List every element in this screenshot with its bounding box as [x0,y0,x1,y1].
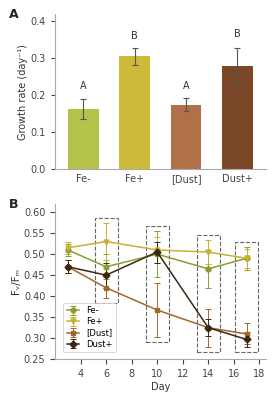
Bar [197,235,220,352]
Bar [95,218,118,303]
Bar [235,242,258,352]
Y-axis label: Fᵥ/Fₘ: Fᵥ/Fₘ [11,268,21,294]
Bar [119,56,150,169]
Text: A: A [9,8,18,21]
Y-axis label: Growth rate (day⁻¹): Growth rate (day⁻¹) [18,44,28,140]
Legend: Fe-, Fe+, [Dust], Dust+: Fe-, Fe+, [Dust], Dust+ [63,303,116,352]
Bar [68,109,99,169]
Text: A: A [80,81,87,91]
X-axis label: Day: Day [151,382,170,392]
Text: B: B [131,31,138,41]
Bar [146,226,169,342]
Bar [171,105,201,169]
Text: B: B [234,29,241,39]
Bar [222,66,253,169]
Text: B: B [9,198,18,210]
Text: A: A [183,80,189,90]
